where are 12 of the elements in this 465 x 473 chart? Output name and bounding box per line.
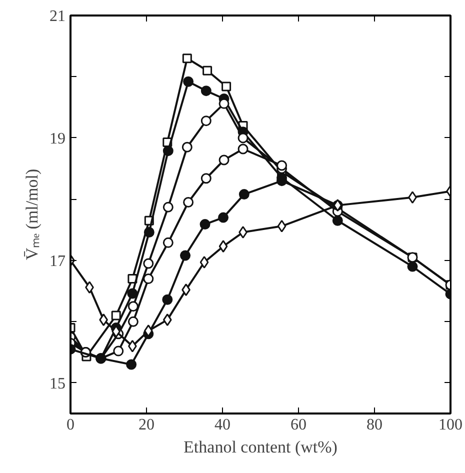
x-axis-title: Ethanol content (wt%) — [184, 438, 338, 456]
x-tick-label: 60 — [290, 416, 306, 434]
y-tick-label: 15 — [50, 375, 66, 392]
x-tick-label: 80 — [366, 416, 382, 434]
y-axis-title: V̄ₘₑ (ml/mol) — [22, 168, 42, 260]
x-tick-label: 40 — [214, 416, 230, 434]
x-tick-label: 0 — [66, 416, 74, 434]
y-tick-label: 21 — [50, 8, 66, 25]
x-tick-label: 20 — [138, 416, 154, 434]
y-tick-label: 19 — [50, 130, 66, 148]
x-tick-label: 100 — [438, 416, 462, 434]
y-tick-label: 17 — [50, 252, 66, 270]
